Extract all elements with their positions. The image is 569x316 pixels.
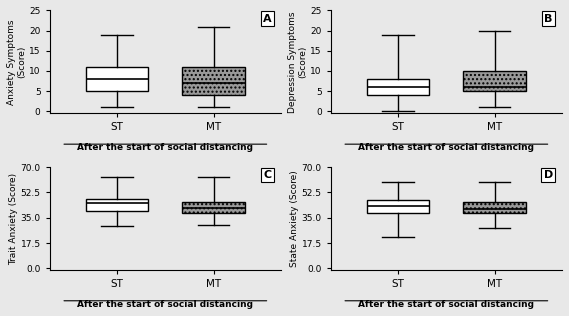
PathPatch shape — [463, 71, 526, 91]
Text: A: A — [263, 14, 272, 23]
X-axis label: After the start of social distancing: After the start of social distancing — [358, 300, 534, 309]
PathPatch shape — [182, 202, 245, 213]
PathPatch shape — [463, 202, 526, 213]
Text: B: B — [545, 14, 553, 23]
Text: C: C — [263, 170, 272, 180]
X-axis label: After the start of social distancing: After the start of social distancing — [77, 300, 253, 309]
X-axis label: After the start of social distancing: After the start of social distancing — [358, 143, 534, 152]
Y-axis label: State Anxiety (Score): State Anxiety (Score) — [290, 170, 299, 267]
PathPatch shape — [182, 67, 245, 95]
PathPatch shape — [367, 200, 430, 213]
X-axis label: After the start of social distancing: After the start of social distancing — [77, 143, 253, 152]
Y-axis label: Depression Symptoms
(Score): Depression Symptoms (Score) — [288, 11, 307, 112]
Y-axis label: Anxiety Symptoms
(Score): Anxiety Symptoms (Score) — [7, 19, 26, 105]
PathPatch shape — [86, 199, 149, 210]
Y-axis label: Trait Anxiety (Score): Trait Anxiety (Score) — [9, 173, 18, 264]
PathPatch shape — [86, 67, 149, 91]
Text: D: D — [543, 170, 553, 180]
PathPatch shape — [367, 79, 430, 95]
